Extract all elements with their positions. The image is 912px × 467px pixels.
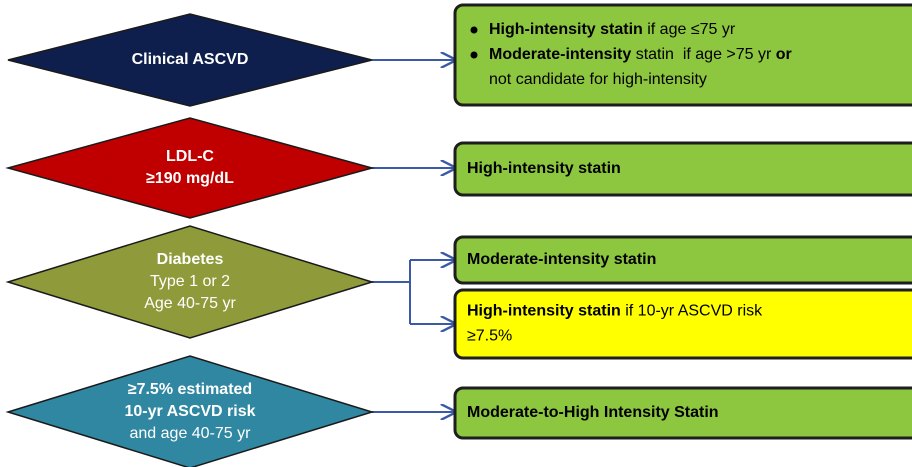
box bbox=[453, 235, 912, 285]
label-part: ≥190 mg/dL bbox=[146, 170, 234, 187]
text-part: Moderate-intensity bbox=[489, 46, 631, 63]
text-part: High-intensity statin bbox=[467, 303, 621, 320]
box-text: High-intensity statin if age ≤75 yr bbox=[489, 21, 736, 38]
label-part: Clinical ASCVD bbox=[132, 51, 249, 68]
diamond-label: Diabetes bbox=[157, 251, 224, 268]
bullet bbox=[470, 51, 478, 59]
diamond-label: Clinical ASCVD bbox=[132, 51, 249, 68]
diamond-label: Age 40-75 yr bbox=[144, 295, 236, 312]
label-part: LDL-C bbox=[166, 148, 214, 165]
diamond-label: LDL-C bbox=[166, 148, 214, 165]
diamond-label: 10-yr ASCVD risk bbox=[124, 403, 255, 420]
diamond-label: ≥7.5% estimated bbox=[128, 381, 252, 398]
label-part: and age 40-75 yr bbox=[130, 425, 252, 442]
box bbox=[453, 3, 912, 107]
diamond bbox=[5, 225, 375, 339]
text-part: or bbox=[776, 46, 792, 63]
label-part: Diabetes bbox=[157, 251, 224, 268]
text-part: if 10-yr ASCVD risk bbox=[621, 303, 763, 320]
text-part: High-intensity statin bbox=[489, 21, 643, 38]
text-part: statin if age >75 yr bbox=[631, 46, 776, 63]
box-text: High-intensity statin bbox=[467, 160, 621, 177]
label-part: Type 1 or 2 bbox=[150, 273, 230, 290]
text-part: High-intensity statin bbox=[467, 160, 621, 177]
text-part: not candidate for high-intensity bbox=[489, 71, 707, 88]
diamond-label: Type 1 or 2 bbox=[150, 273, 230, 290]
label-part: Age 40-75 yr bbox=[144, 295, 236, 312]
box-text: Moderate-intensity statin bbox=[467, 251, 656, 268]
arrows bbox=[372, 60, 455, 412]
label-part: ≥7.5% estimated bbox=[128, 381, 252, 398]
diamond-label: ≥190 mg/dL bbox=[146, 170, 234, 187]
box-text: Moderate-intensity statin if age >75 yr … bbox=[489, 46, 792, 63]
text-part: ≥7.5% bbox=[467, 328, 512, 345]
box bbox=[453, 288, 912, 360]
text-part: Moderate-intensity statin bbox=[467, 251, 656, 268]
bullet bbox=[470, 26, 478, 34]
box bbox=[453, 141, 912, 197]
box-text: Moderate-to-High Intensity Statin bbox=[467, 404, 719, 421]
box-text: High-intensity statin if 10-yr ASCVD ris… bbox=[467, 303, 763, 320]
box-text: not candidate for high-intensity bbox=[489, 71, 707, 88]
text-part: Moderate-to-High Intensity Statin bbox=[467, 404, 719, 421]
box-text: ≥7.5% bbox=[467, 328, 512, 345]
box bbox=[453, 386, 912, 440]
text-part: if age ≤75 yr bbox=[643, 21, 736, 38]
diamond bbox=[5, 355, 375, 467]
diamond bbox=[7, 13, 373, 107]
diamond bbox=[5, 117, 375, 219]
label-part: 10-yr ASCVD risk bbox=[124, 403, 255, 420]
diamond-label: and age 40-75 yr bbox=[130, 425, 252, 442]
